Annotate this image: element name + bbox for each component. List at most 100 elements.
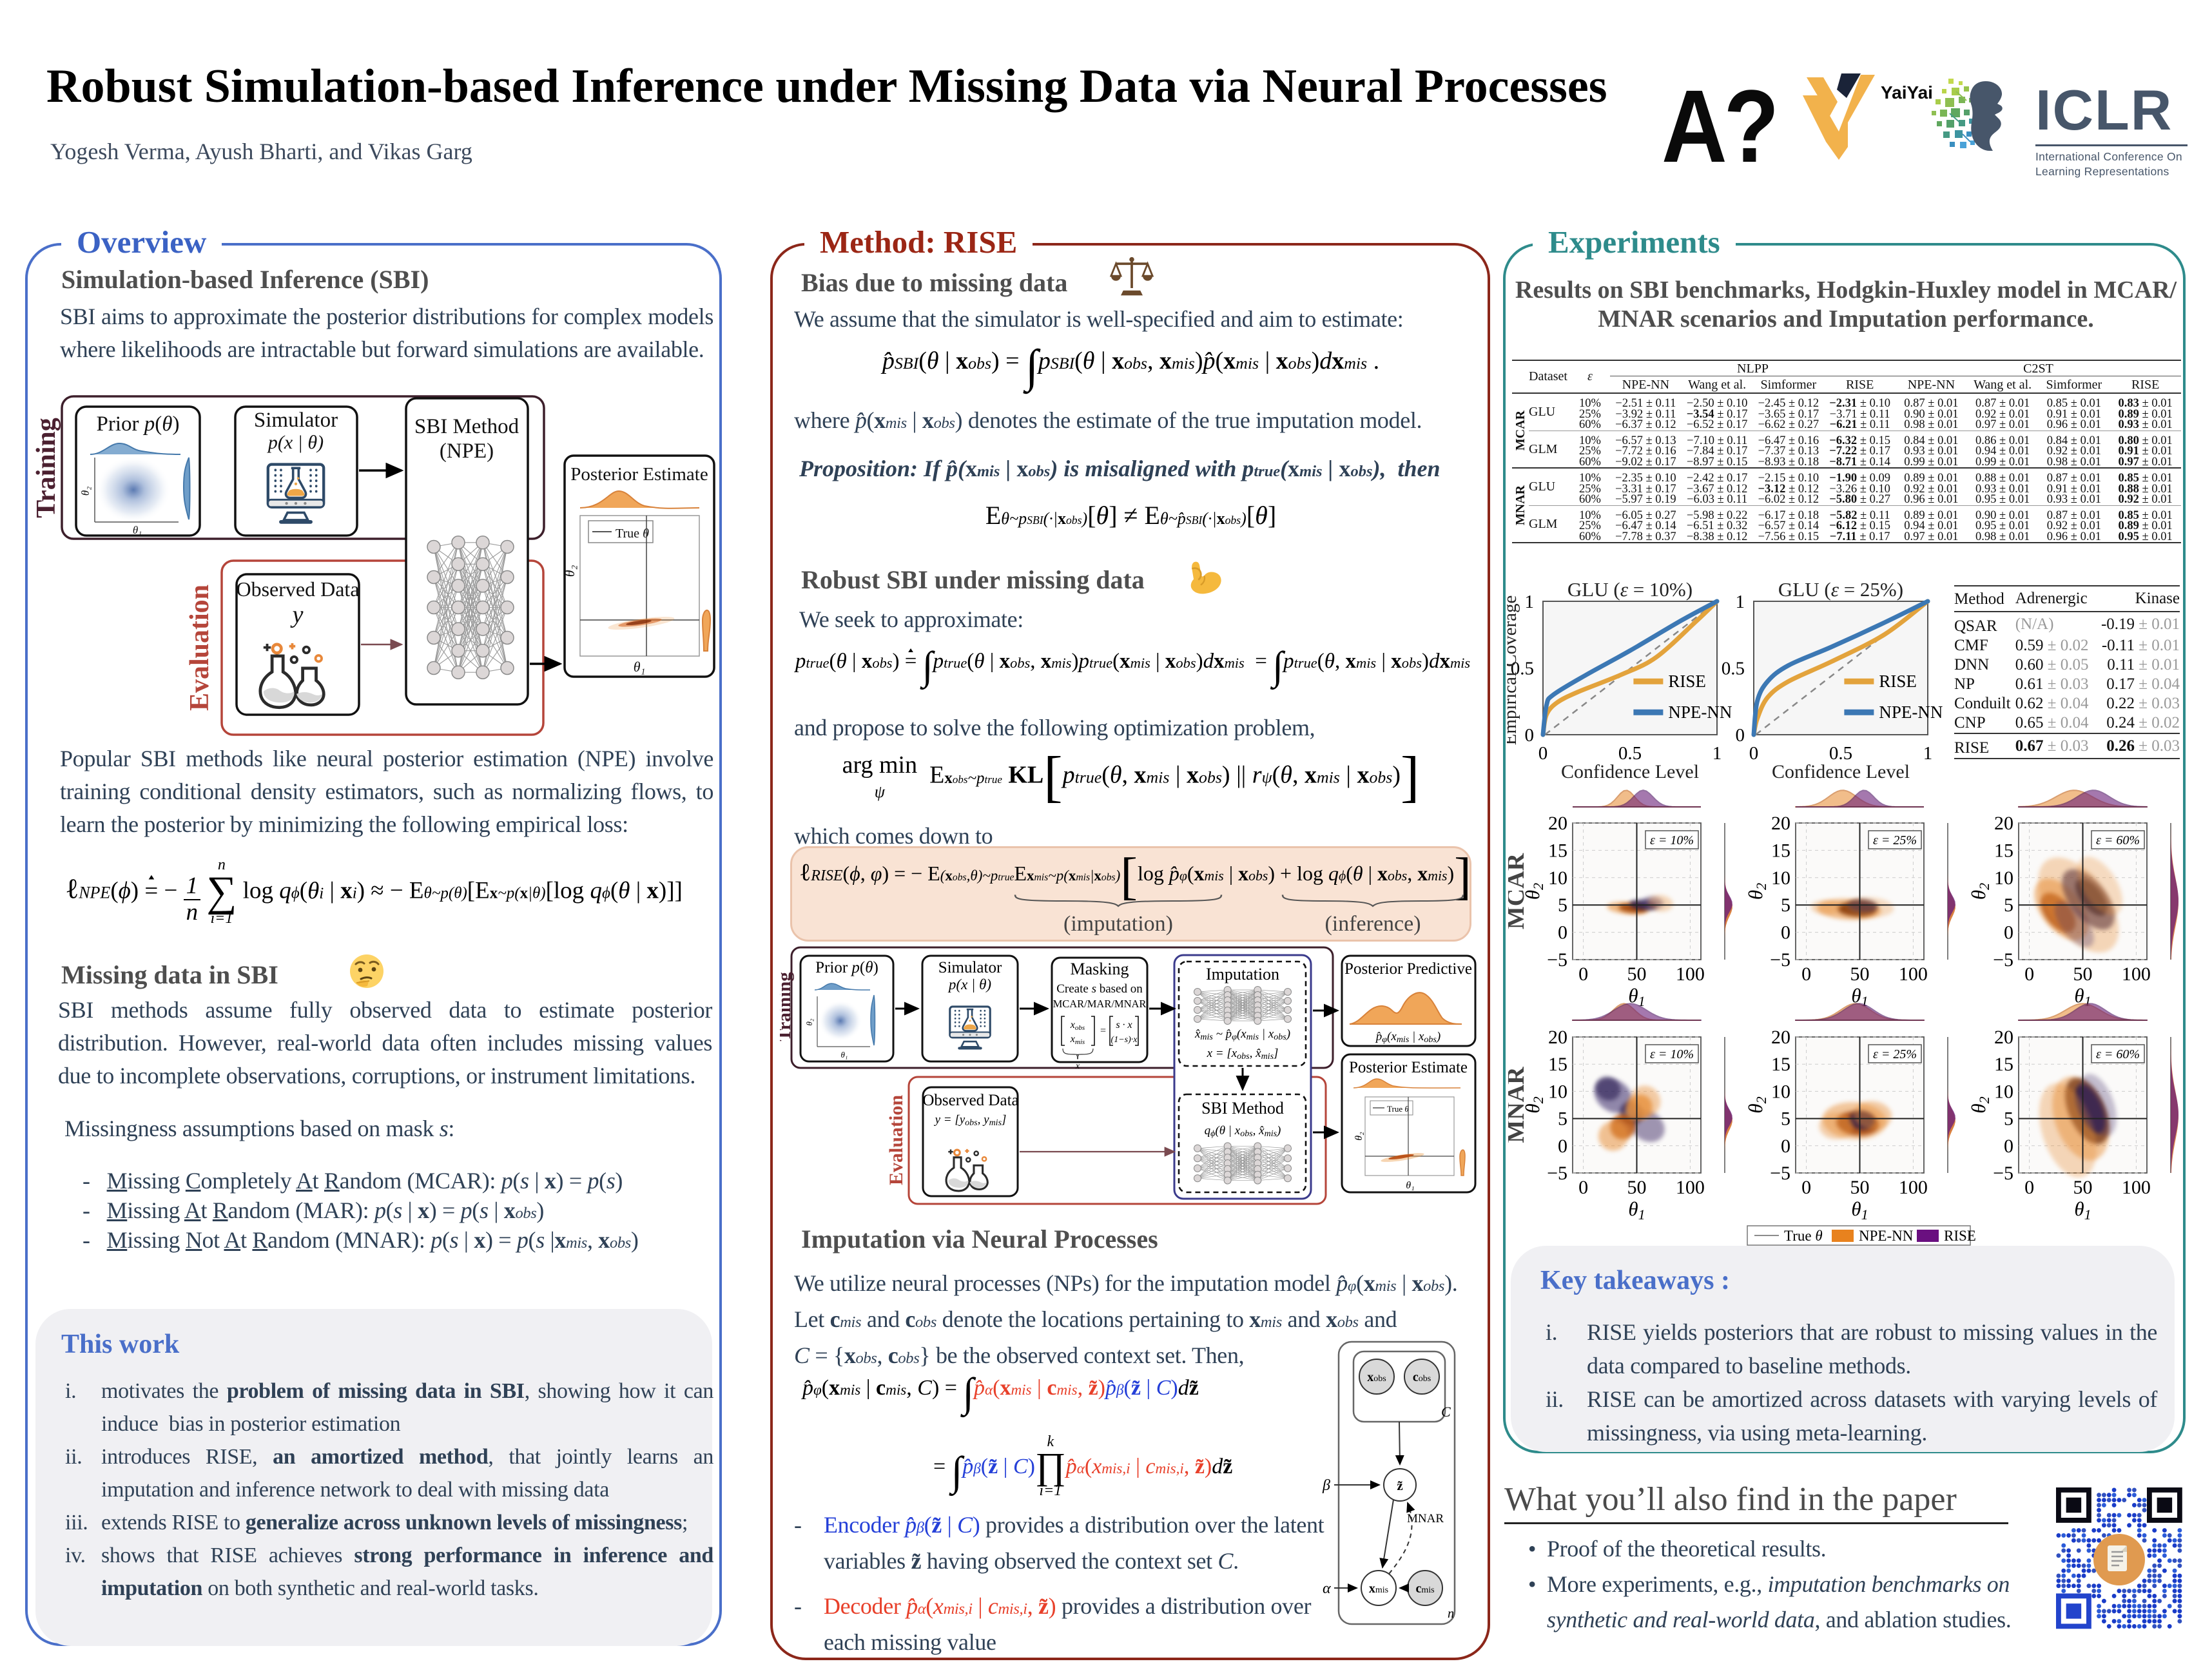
svg-text:xobs: xobs: [1367, 1370, 1386, 1384]
svg-text:20: 20: [1771, 1027, 1790, 1048]
svg-text:p(x | θ): p(x | θ): [267, 432, 324, 453]
svg-text:Posterior Predictive: Posterior Predictive: [1344, 960, 1472, 978]
svg-text:ε = 25%: ε = 25%: [1873, 833, 1917, 847]
svg-text:0: 0: [2004, 1136, 2013, 1157]
svg-text:5: 5: [2004, 1109, 2013, 1130]
svg-text:50: 50: [1627, 963, 1647, 985]
svg-text:True θ: True θ: [1387, 1104, 1409, 1114]
svg-text:ε = 10%: ε = 10%: [1650, 1047, 1694, 1061]
svg-text:θ₂: θ₂: [79, 487, 92, 496]
svg-text:θ₂: θ₂: [1353, 1132, 1364, 1141]
svg-text:100: 100: [2122, 1177, 2151, 1198]
svg-text:20: 20: [1548, 813, 1567, 834]
svg-text:MCAR/MAR/MNAR: MCAR/MAR/MNAR: [1053, 998, 1147, 1010]
svg-text:MNAR: MNAR: [1407, 1512, 1444, 1525]
svg-text:NPE-NN: NPE-NN: [1859, 1228, 1914, 1244]
svg-text:θ1: θ1: [1851, 1197, 1868, 1223]
svg-text:MCAR: MCAR: [1508, 853, 1529, 929]
svg-text:θ₁: θ₁: [841, 1050, 848, 1060]
svg-text:0: 0: [1801, 963, 1811, 985]
svg-text:NPE-NN: NPE-NN: [1668, 702, 1732, 722]
svg-text:10: 10: [1771, 1081, 1790, 1102]
svg-text:Training: Training: [780, 972, 795, 1041]
svg-text:GLU (ε = 10%): GLU (ε = 10%): [1567, 578, 1693, 601]
svg-text:z̃: z̃: [1397, 1478, 1402, 1493]
svg-text:qϕ(θ | xobs, x̂mis): qϕ(θ | xobs, x̂mis): [1205, 1124, 1281, 1139]
svg-text:0: 0: [1749, 743, 1759, 764]
svg-text:θ1: θ1: [1628, 1197, 1645, 1223]
svg-text:0: 0: [1558, 922, 1567, 944]
svg-text:Empirical Coverage: Empirical Coverage: [1507, 595, 1520, 746]
svg-text:RISE: RISE: [1668, 672, 1706, 691]
svg-text:15: 15: [1994, 1054, 2013, 1075]
svg-text:ε = 10%: ε = 10%: [1650, 833, 1694, 847]
svg-text:β: β: [1322, 1477, 1330, 1494]
svg-text:5: 5: [1558, 1109, 1567, 1130]
svg-text:15: 15: [1771, 840, 1790, 861]
svg-text:0: 0: [1781, 922, 1790, 944]
svg-text:0: 0: [2004, 922, 2013, 944]
svg-text:0: 0: [1538, 743, 1548, 764]
svg-text:Create s based on: Create s based on: [1056, 982, 1143, 996]
svg-text:θ1: θ1: [2074, 1197, 2091, 1223]
svg-text:5: 5: [1781, 1109, 1790, 1130]
svg-text:0.5: 0.5: [1722, 659, 1745, 679]
svg-text:0.5: 0.5: [1829, 743, 1852, 764]
svg-text:θ2: θ2: [1967, 1096, 1992, 1113]
svg-text:0: 0: [1801, 1177, 1811, 1198]
svg-text:0: 0: [2024, 1177, 2034, 1198]
svg-text:−5: −5: [1547, 1163, 1567, 1184]
svg-text:Training: Training: [35, 418, 61, 518]
svg-text:1: 1: [1712, 743, 1722, 764]
svg-text:15: 15: [1548, 840, 1567, 861]
svg-text:20: 20: [1771, 813, 1790, 834]
svg-text:Prior p(θ): Prior p(θ): [815, 959, 878, 976]
svg-text:Imputation: Imputation: [1206, 965, 1279, 983]
svg-text:SBI Method: SBI Method: [414, 415, 519, 438]
svg-text:5: 5: [1781, 895, 1790, 916]
svg-text:15: 15: [1771, 1054, 1790, 1075]
svg-text:−5: −5: [1770, 1163, 1790, 1184]
svg-text:Posterior Estimate: Posterior Estimate: [570, 464, 708, 485]
svg-text:Prior p(θ): Prior p(θ): [97, 412, 180, 436]
svg-text:(1−s)·x: (1−s)·x: [1111, 1035, 1138, 1045]
svg-text:Observed Data: Observed Data: [922, 1092, 1018, 1109]
svg-text:n: n: [1448, 1607, 1454, 1621]
svg-text:0: 0: [1781, 1136, 1790, 1157]
svg-text:0: 0: [1578, 1177, 1588, 1198]
svg-text:Posterior Estimate: Posterior Estimate: [1349, 1059, 1468, 1076]
svg-text:10: 10: [1548, 867, 1567, 889]
svg-text:θ₁: θ₁: [634, 659, 645, 675]
svg-text:100: 100: [1899, 1177, 1928, 1198]
svg-text:Evaluation: Evaluation: [185, 585, 215, 711]
svg-text:−5: −5: [1770, 949, 1790, 971]
svg-text:MNAR: MNAR: [1508, 1067, 1529, 1143]
svg-text:θ2: θ2: [1967, 883, 1992, 900]
svg-text:5: 5: [1558, 895, 1567, 916]
svg-text:(imputation): (imputation): [1063, 912, 1173, 936]
svg-text:y = [yobs, ymis]: y = [yobs, ymis]: [934, 1113, 1007, 1128]
svg-text:0: 0: [1578, 963, 1588, 985]
svg-text:50: 50: [2073, 963, 2093, 985]
svg-text:Masking: Masking: [1071, 960, 1129, 978]
svg-text:10: 10: [1994, 1081, 2013, 1102]
svg-text:Evaluation: Evaluation: [886, 1095, 907, 1185]
svg-text:Simulator: Simulator: [254, 409, 338, 432]
svg-text:NPE-NN: NPE-NN: [1879, 702, 1943, 722]
svg-text:15: 15: [1548, 1054, 1567, 1075]
svg-text:20: 20: [1994, 1027, 2013, 1048]
svg-text:100: 100: [1676, 1177, 1705, 1198]
svg-text:θ₂: θ₂: [804, 1018, 814, 1025]
svg-text:True θ: True θ: [616, 527, 649, 541]
svg-text:10: 10: [1771, 867, 1790, 889]
svg-text:1: 1: [1525, 592, 1535, 612]
svg-text:20: 20: [1994, 813, 2013, 834]
svg-text:θ2: θ2: [1744, 883, 1769, 900]
svg-text:θ₁: θ₁: [1406, 1180, 1414, 1191]
svg-text:50: 50: [1850, 963, 1870, 985]
svg-text:(inference): (inference): [1324, 912, 1421, 936]
svg-text:cmis: cmis: [1415, 1582, 1434, 1596]
svg-text:C: C: [1441, 1404, 1451, 1420]
svg-text:20: 20: [1548, 1027, 1567, 1048]
svg-text:Observed Data: Observed Data: [236, 577, 359, 601]
